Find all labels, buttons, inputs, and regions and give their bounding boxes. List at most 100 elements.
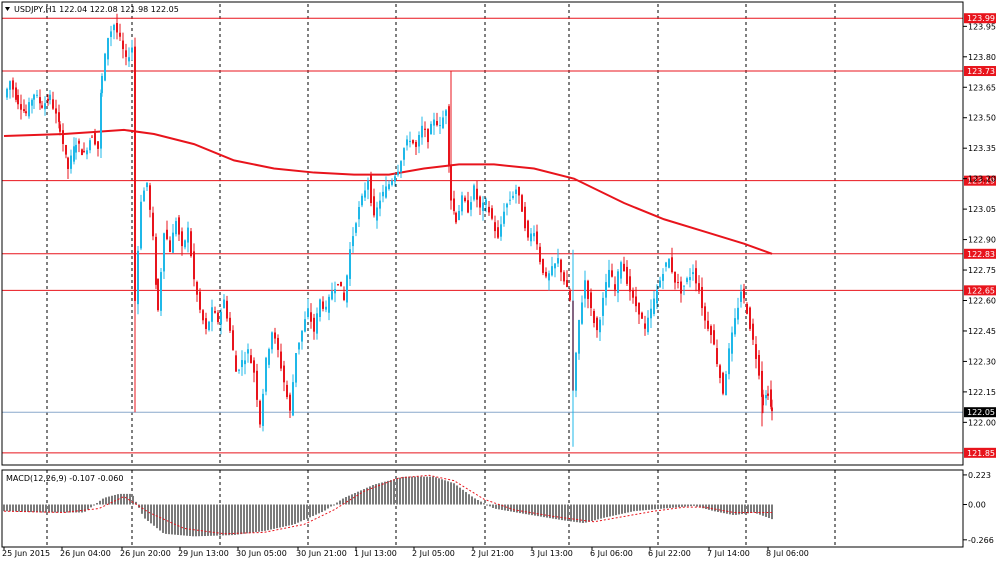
candle-body [149, 185, 151, 210]
candle-body [241, 360, 243, 368]
candle-body [470, 202, 472, 210]
macd-histogram-bar [126, 493, 128, 505]
price-tick-label: 123.95 [968, 22, 996, 31]
candle-body [15, 87, 17, 100]
candle-body [439, 125, 441, 127]
candle-body [247, 349, 249, 354]
candle-body [107, 38, 109, 60]
macd-histogram-bar [582, 504, 584, 523]
candle-body [692, 272, 694, 275]
candle-body [403, 148, 405, 160]
macd-histogram-bar [639, 504, 641, 511]
candle-body [70, 155, 72, 169]
macd-histogram-bar [576, 504, 578, 523]
macd-histogram-bar [45, 504, 47, 513]
candle-body [355, 223, 357, 233]
candle-body [397, 171, 399, 175]
time-tick-label: 1 Jul 13:00 [354, 549, 397, 558]
candle-body [28, 102, 30, 117]
candle-body [503, 211, 505, 224]
macd-histogram-bar [177, 504, 179, 535]
candle-body [67, 157, 69, 169]
candle-body [178, 217, 180, 235]
candle-body [223, 299, 225, 309]
candle-body [128, 57, 130, 62]
candle-body [719, 365, 721, 378]
macd-histogram-bar [12, 504, 14, 512]
candle-body [125, 50, 127, 57]
candle-body [704, 306, 706, 321]
candle-body [379, 200, 381, 209]
candle-body [62, 130, 64, 144]
candle-body [458, 210, 460, 221]
macd-histogram-bar [165, 504, 167, 534]
candle-body [322, 301, 324, 309]
level-price-label: 122.83 [967, 250, 995, 259]
candle-body [662, 274, 664, 281]
candle-body [638, 302, 640, 315]
chart-frames [1, 1, 964, 548]
macd-histogram-bar [561, 504, 563, 521]
candle-body [376, 207, 378, 221]
candle-body [762, 394, 764, 406]
macd-histogram-bar [216, 504, 218, 536]
macd-histogram-bar [120, 493, 122, 505]
candle-body [214, 311, 216, 313]
macd-histogram-bar [654, 504, 656, 510]
macd-histogram-bar [720, 504, 722, 513]
macd-histogram-bar [453, 483, 455, 505]
macd-histogram-bar [618, 504, 620, 515]
macd-histogram-bar [660, 504, 662, 509]
macd-histogram-bar [570, 504, 572, 522]
chart-menu-triangle-icon[interactable] [5, 7, 10, 11]
macd-histogram-bar [480, 501, 482, 505]
macd-histogram-bar [492, 504, 494, 508]
macd-histogram-bar [360, 490, 362, 505]
macd-histogram-bar [516, 504, 518, 513]
candle-body [485, 199, 487, 205]
level-price-label: 123.99 [967, 14, 995, 23]
macd-histogram-bar [78, 504, 80, 513]
macd-histogram-bar [429, 476, 431, 505]
macd-histogram-bar [711, 504, 713, 511]
macd-histogram-bar [195, 504, 197, 537]
macd-histogram-bar [585, 504, 587, 523]
price-tick-label: 122.45 [968, 327, 996, 336]
macd-histogram-bar [33, 504, 35, 513]
macd-histogram-bar [738, 504, 740, 515]
macd-histogram-bar [168, 504, 170, 535]
candle-body [65, 145, 67, 155]
time-tick-label: 30 Jun 05:00 [236, 549, 287, 558]
candle-body [746, 303, 748, 314]
macd-histogram-bar [579, 504, 581, 523]
candle-body [430, 123, 432, 135]
candle-body [461, 195, 463, 212]
candle-body [205, 318, 207, 329]
candle-body [25, 111, 27, 114]
macd-histogram-bar [21, 504, 23, 512]
candle-body [668, 259, 670, 268]
macd-histogram-bar [54, 504, 56, 513]
candle-body [184, 240, 186, 248]
candle-body [626, 266, 628, 284]
candles [6, 13, 773, 447]
time-tick-label: 29 Jun 13:00 [178, 549, 229, 558]
macd-histogram-bar [696, 504, 698, 507]
macd-histogram-bar [243, 504, 245, 534]
candle-body [244, 360, 246, 365]
candle-body [166, 229, 168, 240]
macd-histogram-bar [93, 504, 95, 506]
candle-body [548, 273, 550, 281]
macd-histogram-bar [465, 492, 467, 505]
macd-histogram-bar [420, 476, 422, 505]
macd-histogram-bar [414, 476, 416, 505]
macd-histogram-bar [288, 504, 290, 526]
macd-histogram-bar [57, 504, 59, 513]
macd-histogram-bar [594, 504, 596, 521]
candle-body [199, 291, 201, 310]
candle-body [755, 344, 757, 359]
macd-histogram-bar [498, 504, 500, 510]
candle-body [220, 311, 222, 325]
candle-body [740, 291, 742, 302]
candle-body [581, 302, 583, 324]
